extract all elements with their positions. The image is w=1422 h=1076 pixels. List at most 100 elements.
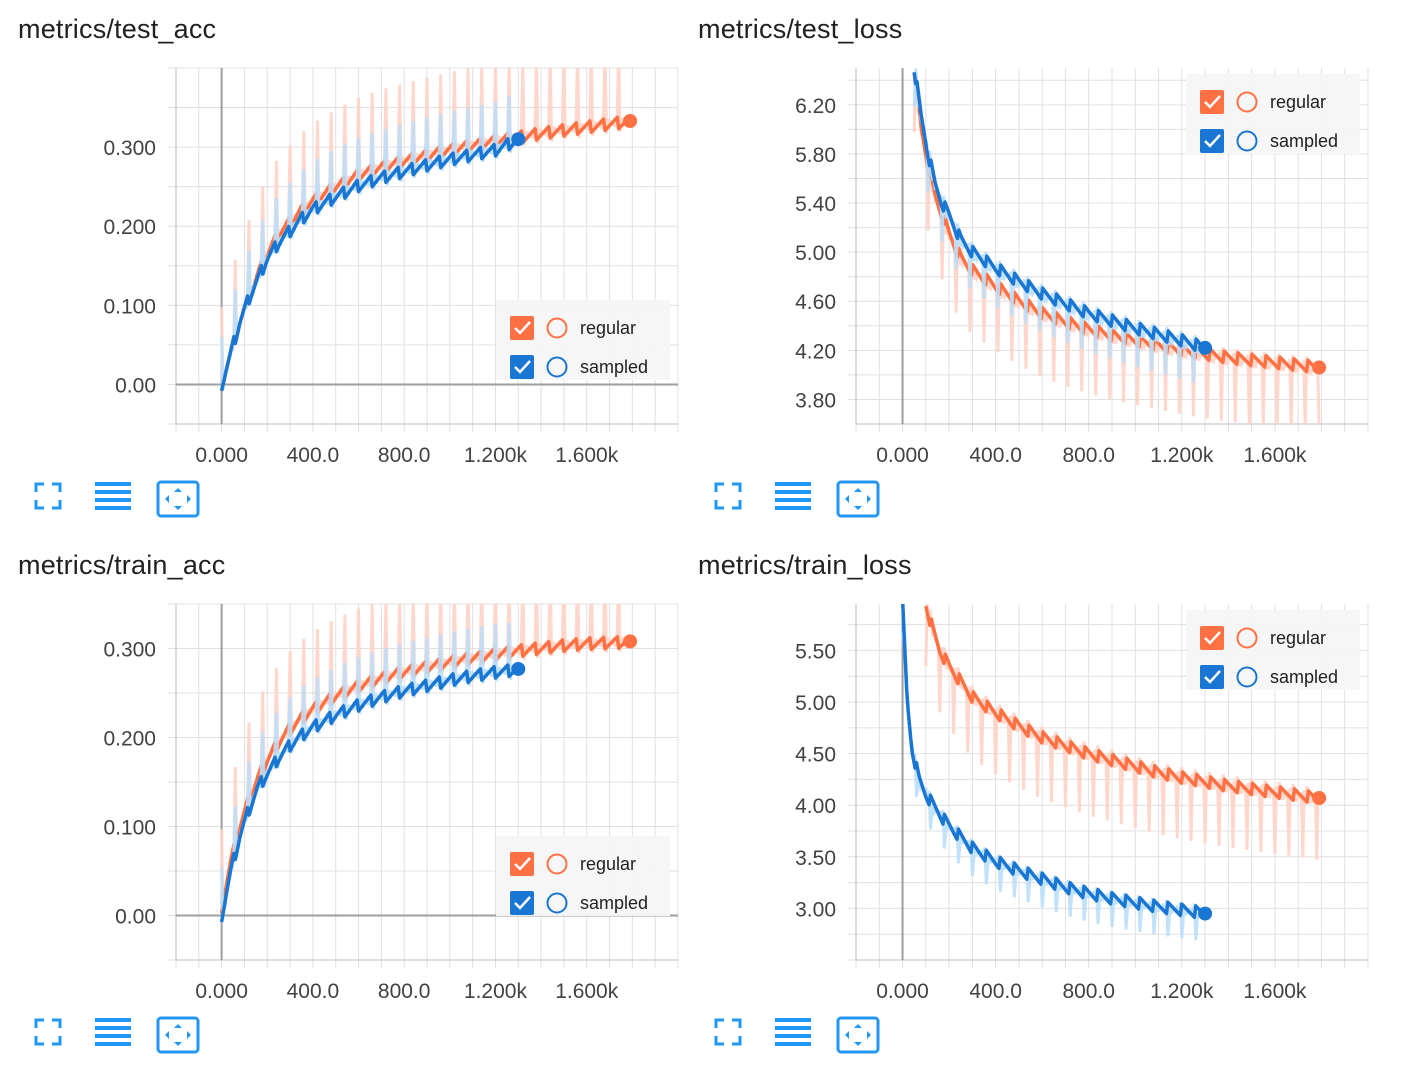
fullscreen-button[interactable] bbox=[712, 480, 756, 520]
series-line-sampled bbox=[219, 663, 519, 923]
y-tick-label: 5.00 bbox=[795, 242, 836, 265]
data-table-button[interactable] bbox=[774, 1016, 818, 1056]
legend-checkbox bbox=[510, 355, 534, 379]
y-tick-label: 4.60 bbox=[795, 291, 836, 314]
circle-icon bbox=[1236, 91, 1258, 113]
circle-icon bbox=[546, 356, 568, 378]
x-tick-label: 0.000 bbox=[195, 444, 248, 467]
x-tick-label: 800.0 bbox=[378, 980, 431, 1003]
chart-toolbar bbox=[32, 480, 232, 524]
series-end-point-regular bbox=[1312, 790, 1327, 805]
legend-item-regular[interactable]: regular bbox=[510, 316, 636, 340]
chart-legend: regular sampled bbox=[496, 300, 670, 380]
series-sampled bbox=[219, 622, 519, 923]
y-tick-label: 5.00 bbox=[795, 692, 836, 715]
legend-label: sampled bbox=[1270, 131, 1338, 151]
data-table-button[interactable] bbox=[774, 480, 818, 520]
x-tick-label: 400.0 bbox=[287, 980, 340, 1003]
chart-card-train-acc: metrics/train_acc 0.000 400.0 800.0 1.200k 1… bbox=[0, 536, 680, 1056]
fit-domain-icon bbox=[836, 1016, 880, 1054]
legend-checkbox bbox=[510, 316, 534, 340]
check-icon bbox=[1204, 134, 1221, 148]
y-tick-label: 0.100 bbox=[103, 295, 156, 318]
y-tick-label: 0.200 bbox=[103, 216, 156, 239]
chart-legend: regular sampled bbox=[1186, 74, 1360, 154]
check-icon bbox=[1204, 95, 1221, 109]
legend-checkbox bbox=[510, 852, 534, 876]
legend-item-regular[interactable]: regular bbox=[510, 852, 636, 876]
y-tick-label: 3.50 bbox=[795, 847, 836, 870]
legend-label: sampled bbox=[580, 357, 648, 377]
legend-item-sampled[interactable]: sampled bbox=[510, 891, 648, 915]
x-tick-label: 400.0 bbox=[969, 444, 1022, 467]
legend-item-sampled[interactable]: sampled bbox=[1200, 129, 1338, 153]
y-tick-label: 3.80 bbox=[795, 389, 836, 412]
chart-legend: regular sampled bbox=[1186, 610, 1360, 690]
x-tick-label: 1.600k bbox=[1243, 980, 1307, 1003]
x-tick-label: 800.0 bbox=[378, 444, 431, 467]
x-tick-label: 0.000 bbox=[876, 980, 929, 1003]
y-tick-label: 0.00 bbox=[115, 906, 156, 929]
fit-domain-button[interactable] bbox=[836, 480, 880, 520]
fit-domain-button[interactable] bbox=[156, 480, 200, 520]
series-end-point-regular bbox=[623, 634, 638, 649]
fullscreen-button[interactable] bbox=[32, 1016, 76, 1056]
check-icon bbox=[514, 857, 531, 871]
fullscreen-button[interactable] bbox=[32, 480, 76, 520]
fit-domain-button[interactable] bbox=[836, 1016, 880, 1056]
series-end-point-sampled bbox=[511, 661, 526, 676]
data-table-button[interactable] bbox=[94, 1016, 138, 1056]
data-table-icon bbox=[774, 1016, 818, 1050]
data-table-button[interactable] bbox=[94, 480, 138, 520]
check-icon bbox=[1204, 631, 1221, 645]
series-regular bbox=[912, 70, 1321, 424]
x-tick-label: 1.200k bbox=[464, 980, 528, 1003]
fullscreen-icon bbox=[32, 480, 76, 512]
data-table-icon bbox=[94, 1016, 138, 1050]
x-tick-label: 1.200k bbox=[464, 444, 528, 467]
x-tick-label: 0.000 bbox=[195, 980, 248, 1003]
chart-plot[interactable]: 0.000 400.0 800.0 1.200k 1.600k 0.00 0.100 0.20… bbox=[0, 0, 680, 475]
y-tick-label: 0.00 bbox=[115, 374, 156, 397]
y-tick-label: 0.200 bbox=[103, 728, 156, 751]
x-tick-label: 1.600k bbox=[555, 980, 619, 1003]
series-sampled bbox=[901, 604, 1206, 941]
fullscreen-button[interactable] bbox=[712, 1016, 756, 1056]
legend-checkbox bbox=[1200, 626, 1224, 650]
chart-plot[interactable]: 0.000 400.0 800.0 1.200k 1.600k 0.00 0.100 0.20… bbox=[0, 536, 680, 1011]
series-line-sampled bbox=[912, 72, 1206, 352]
y-tick-label: 5.40 bbox=[795, 193, 836, 216]
check-icon bbox=[514, 896, 531, 910]
series-line-sampled bbox=[219, 137, 519, 392]
y-tick-label: 3.00 bbox=[795, 898, 836, 921]
data-table-icon bbox=[94, 480, 138, 514]
chart-toolbar bbox=[712, 480, 912, 524]
y-tick-label: 4.00 bbox=[795, 795, 836, 818]
chart-plot[interactable]: 0.000 400.0 800.0 1.200k 1.600k 3.00 3.50 4.00 4… bbox=[680, 536, 1370, 1011]
circle-icon bbox=[1236, 666, 1258, 688]
chart-title: metrics/train_loss bbox=[698, 550, 912, 580]
legend-label: sampled bbox=[1270, 667, 1338, 687]
x-tick-label: 800.0 bbox=[1062, 444, 1115, 467]
y-tick-label: 5.50 bbox=[795, 640, 836, 663]
chart-title: metrics/test_acc bbox=[18, 14, 217, 44]
chart-card-train-loss: metrics/train_loss 0.000 400.0 800.0 1.200k… bbox=[680, 536, 1369, 1056]
legend-item-regular[interactable]: regular bbox=[1200, 90, 1326, 114]
fit-domain-icon bbox=[156, 1016, 200, 1054]
circle-icon bbox=[1236, 627, 1258, 649]
fit-domain-icon bbox=[836, 480, 880, 518]
legend-item-sampled[interactable]: sampled bbox=[510, 355, 648, 379]
series-sampled bbox=[912, 68, 1206, 383]
chart-title: metrics/test_loss bbox=[698, 14, 903, 44]
chart-plot[interactable]: 0.000 400.0 800.0 1.200k 1.600k 3.80 4.20 4.60 5… bbox=[680, 0, 1370, 475]
legend-checkbox bbox=[1200, 665, 1224, 689]
legend-item-sampled[interactable]: sampled bbox=[1200, 665, 1338, 689]
series-line-regular bbox=[912, 72, 1321, 374]
circle-icon bbox=[546, 317, 568, 339]
series-sampled bbox=[219, 95, 519, 392]
legend-item-regular[interactable]: regular bbox=[1200, 626, 1326, 650]
x-tick-label: 1.600k bbox=[1243, 444, 1307, 467]
legend-checkbox bbox=[1200, 90, 1224, 114]
chart-title: metrics/train_acc bbox=[18, 550, 226, 580]
fit-domain-button[interactable] bbox=[156, 1016, 200, 1056]
